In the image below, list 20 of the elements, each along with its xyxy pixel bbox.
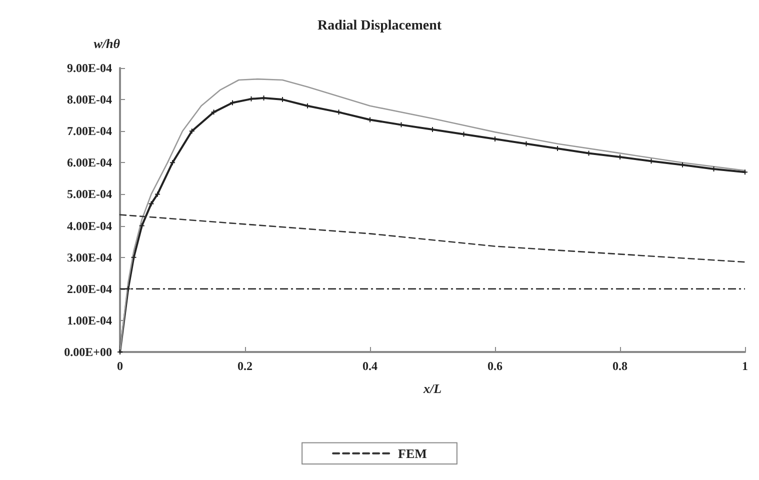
- y-tick-label: 8.00E-04: [67, 92, 112, 107]
- x-tick-label: 0.4: [362, 359, 378, 373]
- y-tick-label: 2.00E-04: [67, 282, 112, 296]
- x-tick-label: 0: [117, 359, 123, 373]
- x-axis-title: x/L: [422, 381, 442, 396]
- y-tick-label: 0.00E+00: [64, 345, 112, 359]
- x-tick-label: 1: [742, 359, 748, 373]
- chart-title: Radial Displacement: [317, 18, 442, 34]
- legend-label: FEM: [398, 446, 427, 461]
- y-tick-label: 4.00E-04: [67, 218, 112, 233]
- y-tick-label: 6.00E-04: [67, 156, 112, 170]
- y-axis-title: w/hθ: [94, 36, 120, 51]
- y-tick-label: 1.00E-04: [67, 313, 112, 328]
- y-tick-label: 5.00E-04: [67, 187, 112, 202]
- y-tick-label: 9.00E-04: [67, 61, 112, 75]
- y-tick-label: 7.00E-04: [67, 124, 112, 138]
- x-tick-label: 0.6: [488, 359, 502, 373]
- y-tick-label: 3.00E-04: [67, 250, 112, 264]
- x-tick-label: 0.8: [612, 359, 628, 373]
- x-tick-label: 0.2: [238, 359, 252, 373]
